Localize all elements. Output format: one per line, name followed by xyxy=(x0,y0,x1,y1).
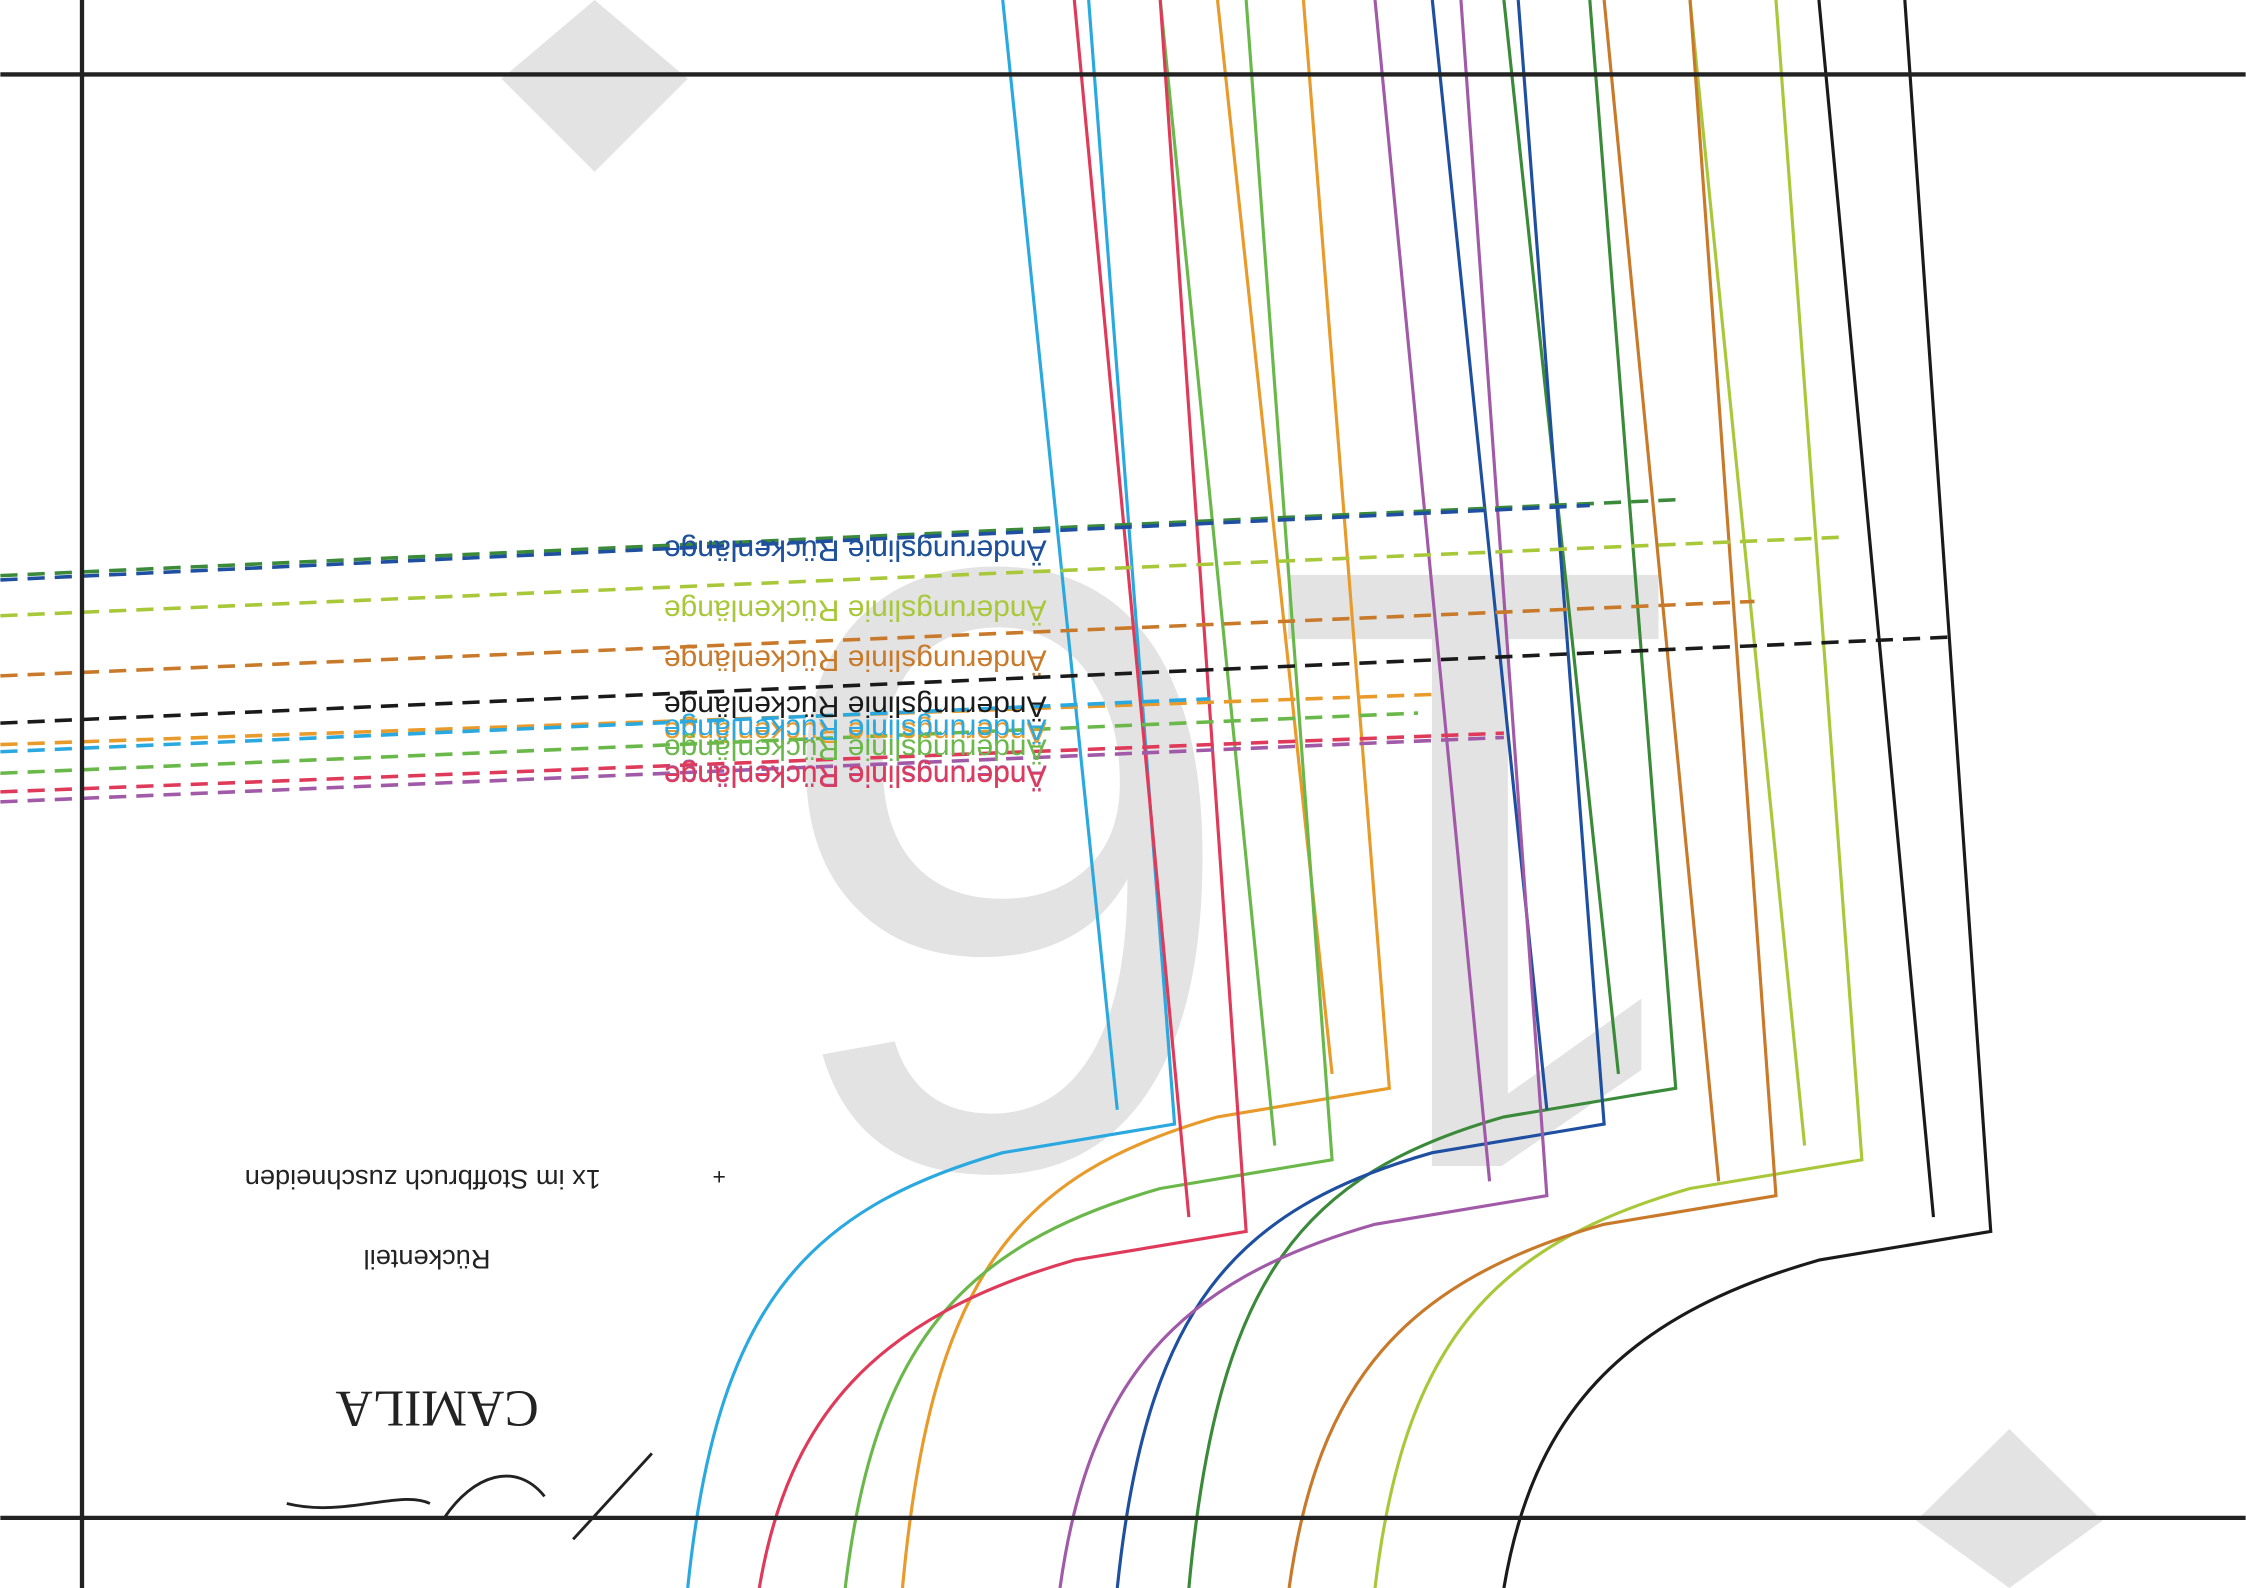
pattern-name: CAMILA xyxy=(335,1379,538,1436)
cutting-note: 1x im Stoffbruch zuschneiden xyxy=(245,1164,601,1195)
pattern-lines xyxy=(686,0,1993,1588)
change-label: Änderungslinie Rückenlänge xyxy=(664,644,1047,677)
change-label: Änderungslinie Rückenlänge xyxy=(664,758,1047,791)
change-label: Änderungslinie Rückenlänge xyxy=(664,733,1047,766)
brand-logo xyxy=(286,1452,653,1541)
change-label: Änderungslinie Rückenlänge xyxy=(664,760,1047,793)
pattern-outline xyxy=(843,0,1334,1588)
change-line xyxy=(0,735,1504,804)
change-line xyxy=(0,731,1504,794)
pattern-outline xyxy=(757,0,1248,1588)
pattern-outline xyxy=(1373,0,1864,1588)
change-labels: Änderungslinie RückenlängeÄnderungslinie… xyxy=(664,533,1047,792)
pattern-outline xyxy=(1187,0,1678,1588)
pattern-outline xyxy=(1502,0,1993,1588)
change-label: Änderungslinie Rückenlänge xyxy=(664,594,1047,627)
pattern-outline xyxy=(686,0,1177,1588)
change-label: Änderungslinie Rückenlänge xyxy=(664,533,1047,566)
change-label: Änderungslinie Rückenlänge xyxy=(664,690,1047,723)
change-line xyxy=(0,711,1419,776)
alignment-diamond xyxy=(1916,1429,2103,1588)
change-label: Änderungslinie Rückenlänge xyxy=(664,712,1047,745)
change-label: Änderungslinie Rückenlänge xyxy=(664,533,1047,566)
pattern-outline xyxy=(1287,0,1778,1588)
change-line xyxy=(0,503,1590,582)
alignment-diamond xyxy=(501,0,688,172)
change-label: Änderungslinie Rückenlänge xyxy=(664,715,1047,748)
change-line xyxy=(0,535,1848,618)
change-lines xyxy=(0,497,1948,804)
change-line xyxy=(0,599,1755,678)
pattern-outline xyxy=(1058,0,1549,1588)
change-line xyxy=(0,497,1676,578)
change-line xyxy=(0,696,1211,754)
piece-name: Rückenteil xyxy=(364,1244,491,1275)
grain-mark: + xyxy=(713,1164,726,1190)
